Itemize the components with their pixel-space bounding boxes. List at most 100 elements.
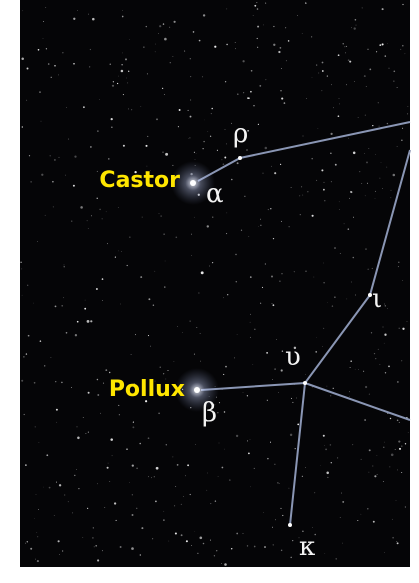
bg-star — [58, 75, 59, 76]
bg-star — [326, 472, 329, 475]
bg-star — [281, 550, 282, 551]
bg-star — [387, 123, 388, 124]
bg-star — [105, 369, 107, 371]
bg-star — [301, 187, 302, 188]
bg-star — [339, 104, 340, 105]
bg-star — [174, 506, 175, 507]
bg-star — [297, 15, 298, 16]
bg-star — [296, 398, 297, 399]
bg-star — [43, 487, 44, 488]
bg-star — [29, 155, 30, 156]
bg-star — [267, 400, 268, 401]
bg-star — [85, 433, 86, 434]
bg-star — [253, 15, 254, 16]
bg-star — [369, 69, 371, 71]
bg-star — [311, 158, 313, 160]
bg-star — [88, 432, 89, 433]
bg-star — [375, 358, 376, 359]
bg-star — [366, 86, 367, 87]
bg-star — [268, 209, 269, 210]
bg-star — [365, 386, 367, 388]
bg-star — [364, 419, 366, 421]
bg-star — [38, 509, 39, 510]
bg-star — [369, 472, 370, 473]
bg-star — [307, 191, 308, 192]
bg-star — [248, 236, 249, 237]
bg-star — [64, 266, 65, 267]
bg-star — [292, 540, 293, 541]
bg-star — [274, 464, 275, 465]
bg-star — [303, 195, 304, 196]
bg-star — [160, 367, 161, 368]
bg-star — [253, 105, 254, 106]
bg-star — [264, 546, 266, 548]
bg-star — [56, 409, 58, 411]
bg-star — [45, 215, 46, 216]
bg-star — [273, 26, 274, 27]
bg-star — [37, 560, 39, 562]
bg-star — [223, 297, 224, 298]
bg-star — [254, 5, 256, 7]
bg-star — [318, 73, 319, 74]
bg-star — [125, 58, 127, 60]
bg-star — [97, 198, 98, 199]
bg-star — [153, 304, 154, 305]
bg-star — [22, 10, 23, 11]
bg-star — [391, 454, 394, 457]
bg-star — [340, 253, 341, 254]
bg-star — [382, 188, 383, 189]
bg-star — [282, 350, 283, 351]
bg-star — [212, 262, 213, 263]
bg-star — [316, 180, 317, 181]
bg-star — [107, 467, 109, 469]
bg-star — [281, 68, 282, 69]
bg-star — [365, 115, 366, 116]
bg-star — [325, 553, 326, 554]
bg-star — [349, 391, 350, 392]
bg-star — [262, 287, 263, 288]
bg-star — [58, 540, 60, 542]
bg-star — [399, 422, 400, 423]
bg-star — [278, 51, 280, 53]
bg-star — [136, 467, 138, 469]
bg-star — [362, 183, 363, 184]
bg-star — [56, 482, 57, 483]
bg-star — [61, 382, 63, 384]
bg-star — [102, 550, 103, 551]
bg-star — [190, 100, 191, 101]
bg-star — [224, 411, 225, 412]
bg-star — [384, 334, 386, 336]
bg-star — [281, 98, 283, 100]
bg-star — [312, 527, 313, 528]
bg-star — [281, 273, 282, 274]
bg-star — [355, 295, 356, 296]
bg-star — [212, 217, 213, 218]
bg-star — [46, 48, 47, 49]
bg-star — [271, 275, 273, 277]
bg-star — [224, 563, 227, 566]
bg-star — [402, 128, 403, 129]
bg-star — [294, 271, 295, 272]
bg-star — [350, 360, 352, 362]
bg-star — [257, 26, 259, 28]
bg-star — [226, 144, 227, 145]
bg-star — [206, 490, 207, 491]
bg-star — [141, 527, 143, 529]
bg-star — [338, 115, 340, 117]
bg-star — [343, 43, 344, 44]
bg-star — [147, 166, 148, 167]
bg-star — [371, 332, 372, 333]
star — [303, 381, 307, 385]
bg-star — [265, 147, 268, 150]
bg-star — [302, 476, 303, 477]
bg-star — [260, 303, 261, 304]
star-letter: κ — [299, 532, 315, 562]
bg-star — [135, 334, 136, 335]
bg-star — [133, 422, 134, 423]
bg-star — [322, 62, 324, 64]
bg-star — [383, 447, 384, 448]
bg-star — [344, 46, 345, 47]
bg-star — [121, 64, 122, 65]
bg-star — [117, 83, 118, 84]
bg-star — [37, 532, 38, 533]
